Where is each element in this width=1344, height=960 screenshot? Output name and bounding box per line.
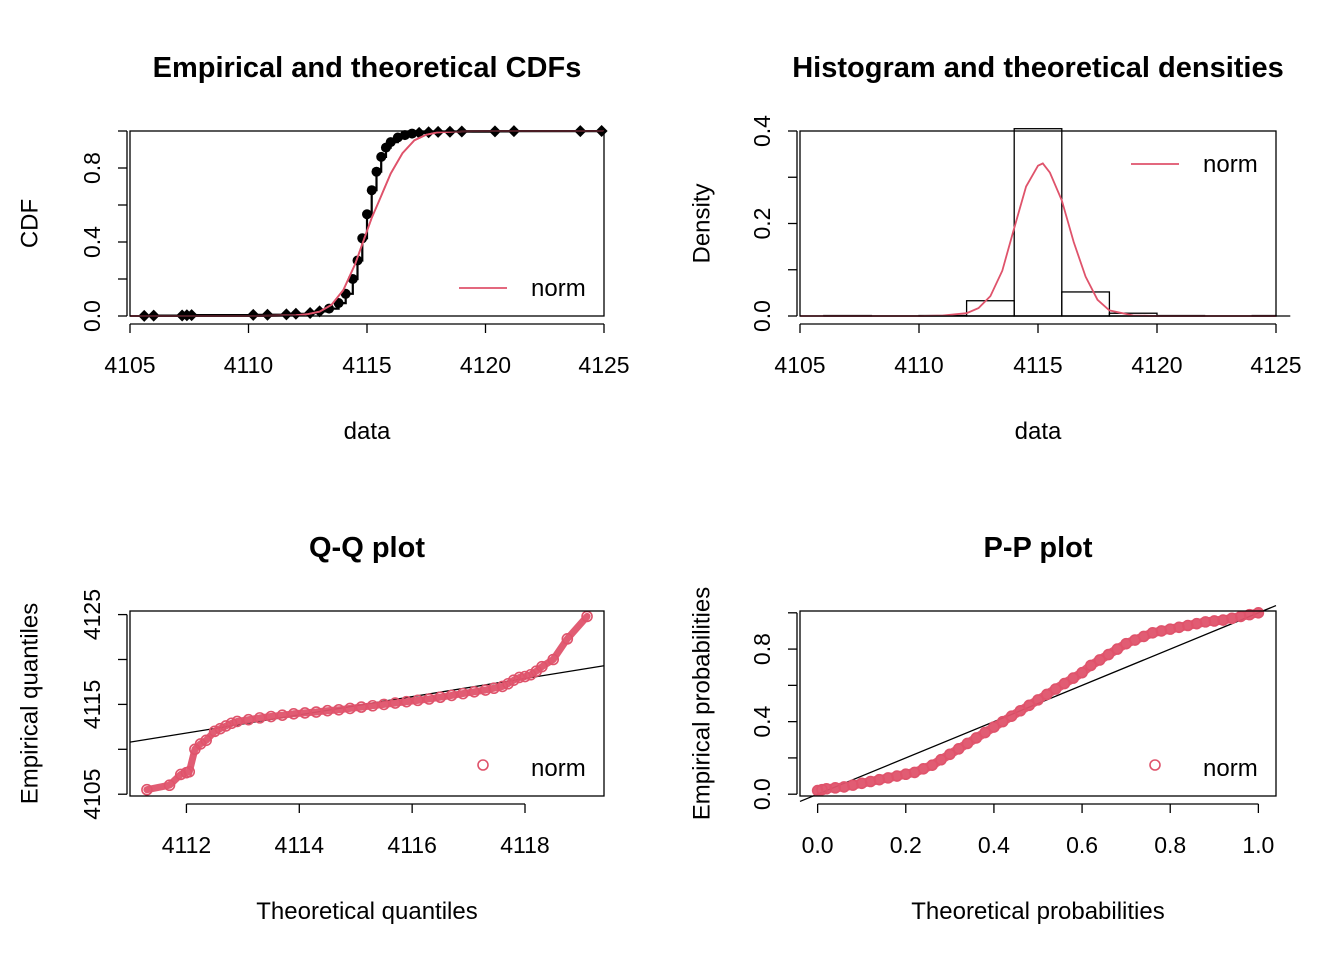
cdf-plot-frame — [129, 130, 605, 317]
hist-x-tick-label: 4120 — [1131, 352, 1182, 378]
pp-x-axis-label: Theoretical probabilities — [911, 898, 1164, 925]
hist-title: Histogram and theoretical densities — [792, 52, 1284, 84]
hist-legend-label: norm — [1203, 151, 1258, 178]
qq-x-tick-label: 4112 — [162, 832, 211, 858]
histogram-bar — [1013, 128, 1063, 317]
qq-point-band — [143, 612, 591, 794]
empirical-point — [324, 303, 335, 314]
pp-x-tick-label: 0.8 — [1154, 832, 1186, 858]
qq-x-tick-label: 4114 — [275, 832, 325, 858]
empirical-point — [371, 166, 382, 177]
empirical-point — [385, 137, 396, 148]
pp-point-band — [813, 608, 1263, 796]
cdf-legend-label: norm — [531, 275, 586, 302]
empirical-point — [185, 309, 198, 322]
pp-x-tick-label: 0.2 — [890, 832, 922, 858]
qq-y-tick-label: 4105 — [79, 769, 105, 820]
pp-y-tick-label: 0.8 — [749, 633, 775, 665]
cdf-x-tick-label: 4110 — [224, 352, 273, 378]
hist-x-tick-label: 4110 — [894, 352, 943, 378]
empirical-point — [333, 298, 344, 309]
pp-y-tick-label: 0.4 — [749, 705, 775, 737]
qq-y-axis-label: Empirical quantiles — [17, 603, 44, 804]
empirical-point — [366, 185, 377, 196]
cdf-title: Empirical and theoretical CDFs — [153, 52, 582, 84]
histogram-bar — [965, 300, 1015, 317]
hist-x-tick-label: 4125 — [1250, 352, 1301, 378]
empirical-point — [247, 308, 260, 321]
cdf-y-tick-label: 0.8 — [79, 152, 105, 184]
hist-series-norm — [800, 162, 1276, 317]
cdf-x-tick-label: 4105 — [104, 352, 155, 378]
cdf-x-tick-label: 4120 — [460, 352, 511, 378]
empirical-point — [376, 151, 387, 162]
pp-x-tick-label: 1.0 — [1242, 832, 1274, 858]
qq-y-tick-label: 4125 — [79, 589, 105, 640]
cdf-x-axis-label: data — [344, 418, 391, 445]
empirical-point — [261, 308, 274, 321]
hist-x-tick-label: 4115 — [1013, 352, 1062, 378]
pp-x-tick-label: 0.0 — [802, 832, 834, 858]
cdf-series-norm-top — [130, 130, 604, 317]
empirical-point — [289, 307, 302, 320]
pp-legend-label: norm — [1203, 755, 1258, 782]
empirical-point — [280, 308, 293, 321]
hist-panel: Histogram and theoretical densities data D… — [689, 52, 1302, 445]
cdf-x-tick-label: 4115 — [342, 352, 391, 378]
pp-x-tick-label: 0.6 — [1066, 832, 1098, 858]
qq-legend-key — [477, 759, 489, 771]
hist-y-tick-label: 0.2 — [749, 208, 775, 240]
pp-x-tick-label: 0.4 — [978, 832, 1010, 858]
qq-x-tick-label: 4116 — [387, 832, 436, 858]
cdf-y-tick-label: 0.0 — [79, 300, 105, 332]
pp-panel: P-P plot Theoretical probabilities Empiric… — [689, 532, 1277, 925]
pp-legend-key — [1149, 759, 1161, 771]
qq-x-tick-label: 4118 — [500, 832, 549, 858]
cdf-y-tick-label: 0.4 — [79, 226, 105, 258]
hist-x-tick-label: 4105 — [774, 352, 825, 378]
qq-plot-frame — [129, 610, 605, 797]
hist-y-tick-label: 0.0 — [749, 300, 775, 332]
qq-y-tick-label: 4115 — [79, 680, 105, 729]
qq-legend-label: norm — [531, 755, 586, 782]
pp-title: P-P plot — [983, 532, 1092, 564]
pp-y-axis-label: Empirical probabilities — [689, 587, 716, 820]
pp-plot-frame — [799, 610, 1277, 797]
hist-y-axis-label: Density — [689, 183, 716, 263]
cdf-panel: Empirical and theoretical CDFs data CDF 410… — [17, 52, 630, 445]
qq-panel: Q-Q plot Theoretical quantiles Empirical q… — [17, 532, 605, 925]
hist-plot-frame — [799, 130, 1277, 317]
pp-y-tick-label: 0.0 — [749, 778, 775, 810]
hist-x-axis-label: data — [1015, 418, 1062, 445]
empirical-point — [362, 209, 372, 220]
hist-y-tick-label: 0.4 — [749, 115, 775, 147]
qq-x-axis-label: Theoretical quantiles — [256, 898, 477, 925]
qq-title: Q-Q plot — [309, 532, 425, 564]
cdf-x-tick-label: 4125 — [578, 352, 629, 378]
cdf-y-axis-label: CDF — [17, 199, 44, 248]
